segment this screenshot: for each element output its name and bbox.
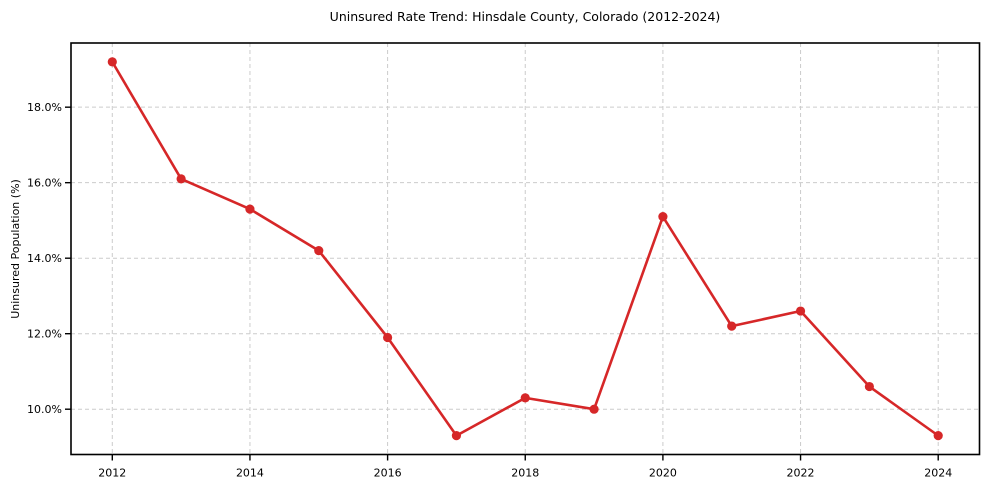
axis-frame: [70, 42, 981, 456]
x-tick-label: 2018: [511, 467, 539, 480]
data-point: [933, 431, 943, 441]
x-tick-label: 2022: [787, 467, 815, 480]
x-tick-label: 2012: [98, 467, 126, 480]
data-point: [727, 321, 737, 331]
data-point: [658, 212, 668, 222]
y-tick-label: 18.0%: [27, 101, 62, 114]
data-point: [107, 57, 117, 67]
data-point: [176, 174, 186, 184]
x-tick-label: 2016: [374, 467, 402, 480]
data-point: [451, 431, 462, 441]
x-tick-label: 2020: [649, 467, 677, 480]
x-tick-label: 2024: [924, 467, 952, 480]
data-point: [314, 246, 324, 256]
data-point: [520, 393, 530, 403]
data-point: [795, 306, 806, 316]
tick-labels: 10.0% 12.0% 14.0% 16.0% 18.0% 2012 2014 2016 201…: [27, 101, 952, 480]
data-point: [589, 404, 599, 414]
y-tick-label: 14.0%: [27, 252, 62, 265]
y-axis-label: Uninsured Population (%): [9, 179, 22, 319]
x-tick-label: 2014: [236, 467, 264, 480]
y-tick-label: 12.0%: [27, 327, 62, 340]
axis-ticks: [65, 106, 939, 461]
y-tick-label: 16.0%: [27, 176, 62, 189]
y-tick-label: 10.0%: [27, 403, 62, 416]
data-point: [245, 204, 255, 214]
data-point: [382, 332, 393, 343]
gridlines: [71, 43, 980, 455]
data-series: [107, 57, 943, 441]
data-point: [864, 381, 874, 392]
chart-title: Uninsured Rate Trend: Hinsdale County, C…: [330, 9, 721, 24]
